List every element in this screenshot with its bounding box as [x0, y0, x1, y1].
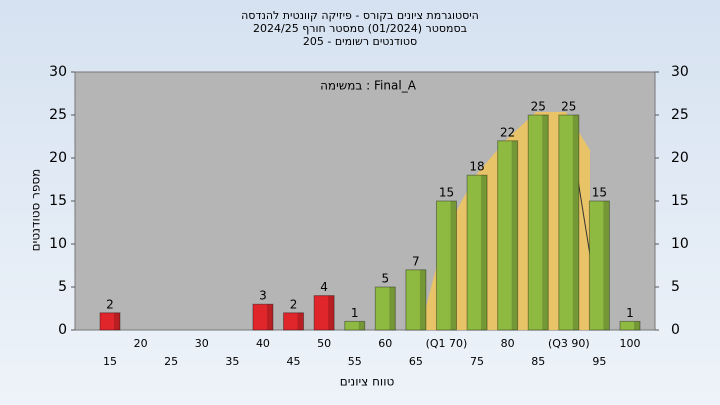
- value-label: 15: [439, 186, 454, 200]
- value-label: 25: [531, 100, 546, 114]
- bar: [252, 303, 274, 331]
- bar-shade: [389, 287, 396, 330]
- x-tick-label: 45: [287, 355, 301, 368]
- x-tick-label: 80: [501, 337, 515, 350]
- y-tick-label: 0: [58, 322, 67, 338]
- title-line: היסטוגרמת ציונים בקורס - פיזיקה קוונטית …: [241, 9, 479, 22]
- x-tick-label: 60: [378, 337, 392, 350]
- bar: [466, 174, 488, 331]
- bar: [283, 312, 305, 331]
- y2-tick-label: 5: [671, 279, 680, 295]
- value-label: 1: [351, 306, 359, 320]
- bar-shade: [358, 321, 365, 330]
- y-tick-label: 20: [49, 150, 67, 166]
- x-tick-label: 35: [225, 355, 239, 368]
- bar-shade: [603, 201, 610, 330]
- value-label: 18: [469, 160, 484, 174]
- bar-shade: [450, 201, 457, 330]
- value-label: 1: [626, 306, 634, 320]
- y2-tick-label: 20: [671, 150, 689, 166]
- y2-tick-label: 0: [671, 322, 680, 338]
- y2-tick-label: 15: [671, 193, 689, 209]
- bar-shade: [297, 312, 304, 330]
- y2-tick-label: 25: [671, 107, 689, 123]
- bar-shade: [419, 269, 426, 330]
- y-tick-label: 5: [58, 279, 67, 295]
- bar: [313, 295, 335, 331]
- bar: [497, 140, 519, 331]
- value-label: 5: [381, 272, 389, 286]
- bar: [588, 200, 610, 331]
- bar: [619, 320, 641, 331]
- x-tick-label: 30: [195, 337, 209, 350]
- x-axis-label: טווח ציונים: [340, 375, 395, 389]
- bar: [435, 200, 457, 331]
- value-label: 3: [259, 289, 267, 303]
- value-label: 7: [412, 254, 420, 268]
- title-line: בסמסטר (01/2024) סמסטר חורף 2024/25: [253, 22, 467, 35]
- bar: [99, 312, 121, 331]
- value-label: 15: [592, 186, 607, 200]
- bar-shade: [328, 295, 335, 330]
- x-tick-label: 15: [103, 355, 117, 368]
- x-tick-label: 20: [134, 337, 148, 350]
- x-tick-label: (Q1 70): [426, 337, 468, 350]
- x-tick-label: 100: [620, 337, 641, 350]
- bar: [527, 114, 549, 331]
- bar-shade: [481, 175, 488, 330]
- x-tick-label: 85: [531, 355, 545, 368]
- bar-shade: [634, 321, 640, 330]
- y2-tick-label: 10: [671, 236, 689, 252]
- y-tick-label: 25: [49, 107, 67, 123]
- bar: [405, 269, 427, 331]
- value-label: 22: [500, 125, 515, 139]
- bar-shade: [542, 115, 549, 330]
- bar-shade: [114, 312, 120, 330]
- value-label: 2: [106, 297, 114, 311]
- x-tick-label: 75: [470, 355, 484, 368]
- bar-shade: [572, 115, 579, 330]
- x-tick-label: (Q3 90): [548, 337, 590, 350]
- x-tick-label: 50: [317, 337, 331, 350]
- bar-shade: [511, 140, 518, 330]
- x-tick-label: 95: [592, 355, 606, 368]
- y-tick-label: 15: [49, 193, 67, 209]
- x-tick-label: 40: [256, 337, 270, 350]
- bar-shade: [266, 304, 273, 330]
- title-line: סטודנטים רשומים - 205: [303, 35, 417, 48]
- x-tick-label: 55: [348, 355, 362, 368]
- bar: [374, 286, 396, 331]
- value-label: 4: [320, 280, 328, 294]
- x-tick-label: 25: [164, 355, 178, 368]
- y-tick-label: 10: [49, 236, 67, 252]
- x-tick-label: 65: [409, 355, 423, 368]
- y2-tick-label: 30: [671, 64, 689, 80]
- y-axis-label: מספר סטודנטים: [29, 169, 43, 252]
- value-label: 2: [290, 297, 298, 311]
- value-label: 25: [561, 100, 576, 114]
- annotation: במשימה : Final_A: [320, 79, 417, 93]
- bar: [344, 320, 366, 331]
- y-tick-label: 30: [49, 64, 67, 80]
- bar: [558, 114, 580, 331]
